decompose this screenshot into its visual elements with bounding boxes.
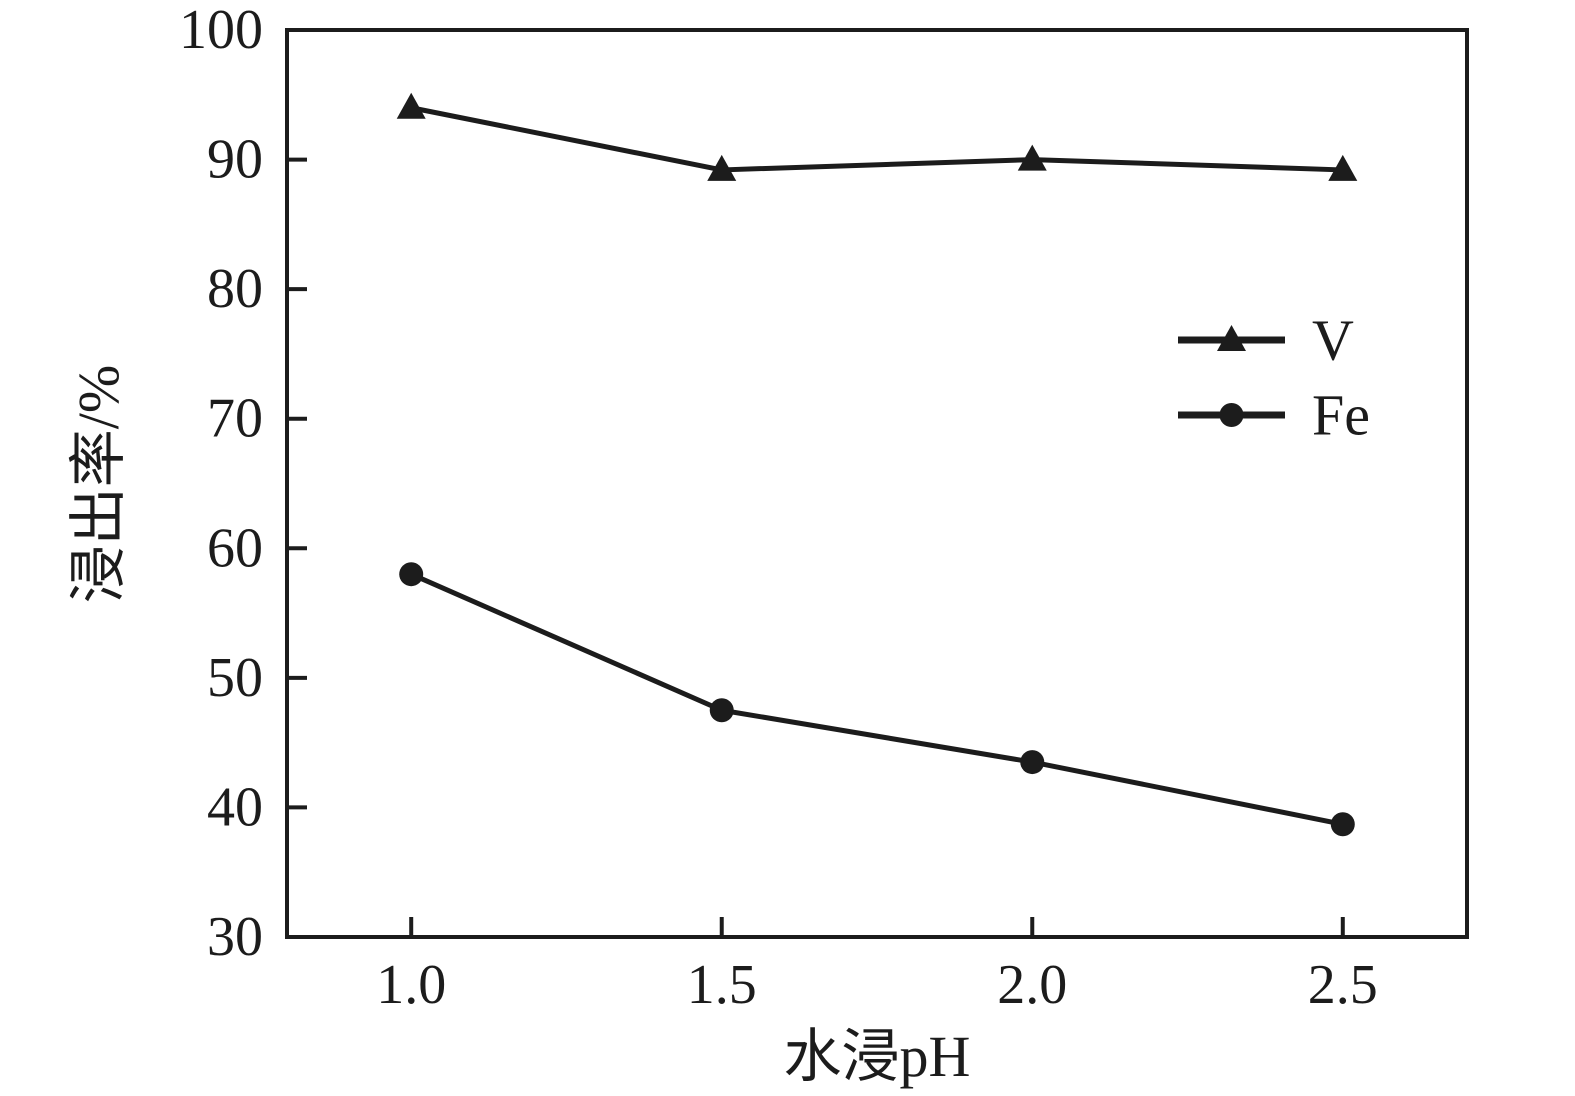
series-line-V	[408, 105, 1346, 173]
x-tick-label: 2.5	[1308, 954, 1378, 1016]
y-tick-label: 30	[207, 906, 263, 968]
y-tick-label: 40	[207, 776, 263, 838]
x-tick-label: 1.5	[687, 954, 757, 1016]
series-line-Fe	[408, 571, 1346, 827]
legend-marker-Fe-circle-marker	[1219, 403, 1244, 427]
point-Fe-0-circle-marker	[399, 562, 424, 587]
plot-border	[285, 28, 1469, 939]
y-tick-label: 80	[207, 258, 263, 320]
x-tick-label: 1.0	[376, 954, 446, 1016]
y-tick-label: 90	[207, 129, 263, 191]
point-Fe-2-circle-marker	[1020, 750, 1045, 775]
x-tick-label: 2.0	[997, 954, 1067, 1016]
legend-label-Fe: Fe	[1312, 383, 1370, 448]
y-tick-label: 70	[207, 388, 263, 450]
x-axis-title: 水浸pH	[784, 1024, 971, 1089]
point-Fe-1-circle-marker	[709, 698, 734, 723]
point-V-3-triangle-marker	[1328, 154, 1358, 181]
y-tick-label: 100	[179, 0, 263, 61]
point-V-2-triangle-marker	[1017, 144, 1047, 171]
point-V-0-triangle-marker	[396, 92, 426, 119]
point-V-1-triangle-marker	[707, 154, 737, 181]
y-tick-label: 60	[207, 517, 263, 579]
legend-label-V: V	[1312, 308, 1354, 373]
y-axis-title: 浸出率/%	[66, 365, 131, 603]
legend-marker-V-triangle-marker	[1217, 325, 1246, 351]
y-tick-label: 50	[207, 647, 263, 709]
point-Fe-3-circle-marker	[1330, 812, 1355, 837]
